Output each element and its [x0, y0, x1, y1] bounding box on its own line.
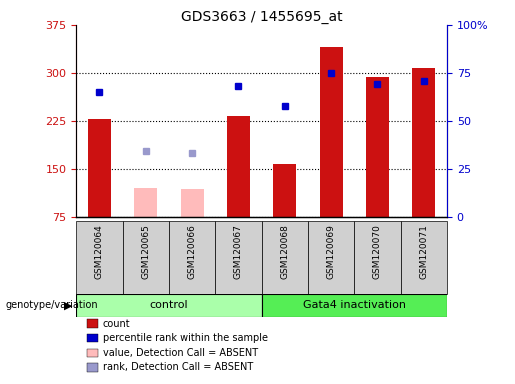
- Bar: [401, 221, 447, 294]
- Bar: [227, 116, 250, 217]
- Text: GSM120071: GSM120071: [419, 224, 428, 279]
- Text: genotype/variation: genotype/variation: [5, 300, 98, 310]
- Bar: [180, 189, 204, 217]
- Bar: [134, 188, 157, 217]
- Bar: [123, 221, 169, 294]
- Bar: [88, 119, 111, 217]
- Text: Gata4 inactivation: Gata4 inactivation: [303, 300, 406, 310]
- Bar: [169, 221, 215, 294]
- Bar: [262, 294, 447, 317]
- Text: count: count: [103, 319, 131, 329]
- Text: GSM120064: GSM120064: [95, 224, 104, 279]
- Bar: [354, 221, 401, 294]
- Bar: [366, 78, 389, 217]
- Text: percentile rank within the sample: percentile rank within the sample: [103, 333, 268, 343]
- Bar: [76, 221, 123, 294]
- Text: GSM120068: GSM120068: [280, 224, 289, 279]
- Text: GSM120066: GSM120066: [187, 224, 197, 279]
- Bar: [319, 47, 342, 217]
- Bar: [215, 221, 262, 294]
- Text: ▶: ▶: [64, 300, 73, 310]
- Text: value, Detection Call = ABSENT: value, Detection Call = ABSENT: [103, 348, 258, 358]
- Bar: [308, 221, 354, 294]
- Title: GDS3663 / 1455695_at: GDS3663 / 1455695_at: [181, 10, 342, 24]
- Bar: [262, 221, 308, 294]
- Bar: [76, 294, 262, 317]
- Text: GSM120069: GSM120069: [327, 224, 336, 279]
- Text: rank, Detection Call = ABSENT: rank, Detection Call = ABSENT: [103, 362, 253, 372]
- Bar: [412, 68, 435, 217]
- Text: GSM120065: GSM120065: [141, 224, 150, 279]
- Text: GSM120070: GSM120070: [373, 224, 382, 279]
- Text: control: control: [149, 300, 188, 310]
- Text: GSM120067: GSM120067: [234, 224, 243, 279]
- Bar: [273, 164, 297, 217]
